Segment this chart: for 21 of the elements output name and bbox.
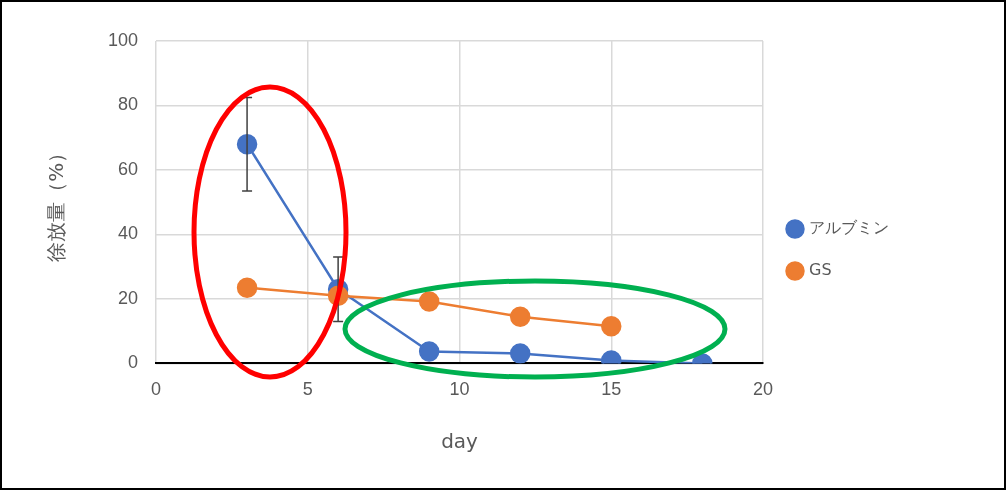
point (509, 306, 531, 327)
x-tick-label: 15 (601, 379, 622, 400)
point (509, 343, 531, 364)
y-tick-label: 40 (118, 223, 139, 244)
y-tick-label: 80 (118, 94, 139, 115)
y-tick-label: 100 (107, 29, 139, 50)
legend-label: GS (809, 260, 832, 280)
y-axis-title: 徐放量（%） (44, 142, 69, 262)
legend-label: アルブミン (809, 218, 889, 238)
x-axis-title: day (441, 429, 479, 454)
y-tick-label: 60 (118, 158, 139, 179)
point (418, 341, 440, 362)
x-tick-label: 5 (302, 379, 313, 400)
x-tick-label: 20 (752, 379, 774, 400)
x-tick-label: 10 (449, 379, 470, 400)
x-tick-label: 0 (151, 379, 162, 400)
point (601, 316, 622, 337)
point (236, 277, 258, 298)
y-tick-label: 0 (128, 352, 139, 373)
y-tick-label: 20 (118, 287, 139, 308)
point (418, 291, 440, 312)
